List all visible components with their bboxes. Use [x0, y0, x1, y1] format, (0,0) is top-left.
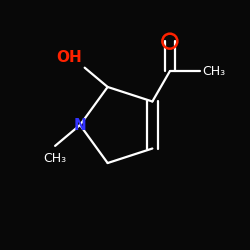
Text: CH₃: CH₃ — [44, 152, 67, 165]
Text: N: N — [74, 118, 86, 132]
Text: OH: OH — [56, 50, 82, 65]
Text: CH₃: CH₃ — [202, 65, 226, 78]
